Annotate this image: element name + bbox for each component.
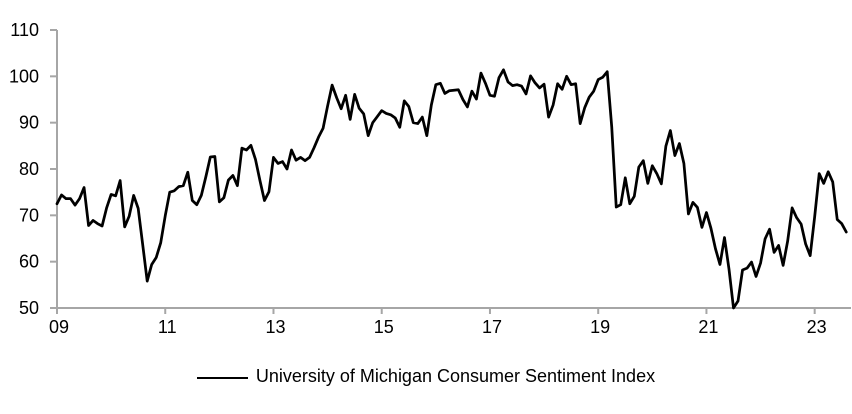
legend-line-swatch (196, 377, 248, 379)
x-axis-tick-label: 13 (265, 317, 285, 337)
y-axis-tick-label: 100 (9, 66, 39, 86)
x-axis-tick-label: 15 (374, 317, 394, 337)
y-axis-tick-label: 70 (19, 205, 39, 225)
legend-label: University of Michigan Consumer Sentimen… (255, 365, 656, 386)
x-axis-tick-label: 09 (49, 317, 69, 337)
legend: University of Michigan Consumer Sentimen… (0, 366, 852, 387)
y-axis-tick-label: 90 (19, 113, 39, 133)
series-line (55, 68, 848, 310)
x-axis-tick-label: 23 (807, 317, 827, 337)
y-axis-tick-label: 60 (19, 252, 39, 272)
x-axis-tick-label: 19 (590, 317, 610, 337)
y-axis-tick-label: 80 (19, 159, 39, 179)
x-axis-tick-label: 11 (158, 317, 177, 337)
x-axis-tick-label: 21 (698, 317, 718, 337)
y-axis-tick-label: 50 (19, 298, 39, 318)
y-axis-tick-label: 110 (10, 20, 39, 40)
x-axis-tick-label: 17 (482, 317, 502, 337)
